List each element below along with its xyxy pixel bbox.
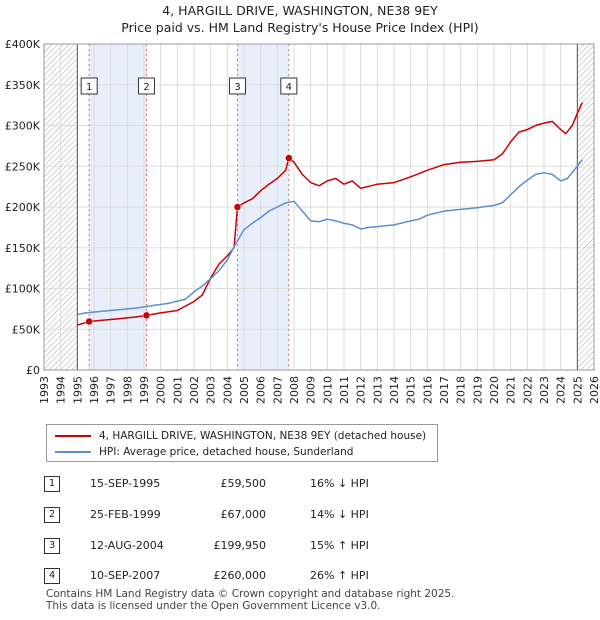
x-tick-label: 2004: [221, 376, 234, 404]
chart-title: 4, HARGILL DRIVE, WASHINGTON, NE38 9EY: [162, 3, 438, 18]
x-tick-label: 1995: [71, 376, 84, 404]
sale-number-label: 4: [286, 82, 292, 93]
transaction-price: £67,000: [220, 508, 267, 521]
sale-point: [285, 154, 293, 162]
transaction-number: 3: [44, 538, 60, 554]
y-tick-label: £50K: [12, 323, 41, 336]
transaction-date: 10-SEP-2007: [90, 569, 161, 582]
transaction-price: £199,950: [213, 539, 267, 552]
transaction-hpi-diff: 14% ↓ HPI: [310, 508, 369, 521]
x-tick-label: 2005: [238, 376, 251, 404]
transaction-number: 2: [44, 507, 60, 523]
x-tick-label: 2014: [388, 376, 401, 404]
hpi-line: [77, 159, 583, 316]
x-tick-label: 2023: [538, 376, 551, 404]
transaction-date: 15-SEP-1995: [90, 477, 161, 490]
x-tick-label: 2026: [588, 376, 600, 404]
sale-number-box: [138, 77, 155, 95]
transaction-date: 25-FEB-1999: [90, 508, 161, 521]
x-tick-label: 1998: [121, 376, 134, 404]
x-tick-label: 1993: [38, 376, 51, 404]
x-tick-label: 2011: [338, 376, 351, 404]
legend-item-property: 4, HARGILL DRIVE, WASHINGTON, NE38 9EY (…: [55, 429, 426, 443]
sale-number-box: [80, 77, 98, 95]
transaction-row: 3 12-AUG-2004 £199,950 15% ↑ HPI: [44, 538, 384, 556]
legend: 4, HARGILL DRIVE, WASHINGTON, NE38 9EY (…: [46, 424, 438, 462]
footer-copyright: Contains HM Land Registry data © Crown c…: [46, 588, 455, 600]
x-tick-label: 2002: [188, 376, 201, 404]
x-tick-label: 2018: [455, 376, 468, 404]
x-tick-label: 2003: [205, 376, 218, 404]
sale-number-box: [229, 77, 246, 95]
transaction-number: 4: [44, 568, 60, 584]
legend-hpi-label: HPI: Average price, detached house, Sund…: [99, 446, 354, 458]
chart-subtitle: Price paid vs. HM Land Registry's House …: [121, 20, 479, 35]
x-tick-label: 2016: [421, 376, 434, 404]
legend-hpi-swatch: [55, 451, 91, 453]
sale-number-label: 3: [234, 82, 240, 93]
y-tick-label: £350K: [5, 79, 41, 92]
footer-licence: This data is licensed under the Open Gov…: [46, 600, 381, 612]
x-tick-label: 2008: [288, 376, 301, 404]
x-tick-label: 2007: [271, 376, 284, 404]
x-tick-label: 2019: [471, 376, 484, 404]
x-tick-label: 2020: [488, 376, 501, 404]
sale-number-label: 2: [143, 82, 149, 93]
x-tick-label: 2009: [305, 376, 318, 404]
legend-property-swatch: [55, 435, 91, 437]
x-tick-label: 2013: [371, 376, 384, 404]
x-tick-label: 2017: [438, 376, 451, 404]
x-tick-label: 2000: [155, 376, 168, 404]
sale-point: [233, 203, 242, 211]
y-tick-label: £400K: [5, 38, 41, 51]
x-tick-label: 1996: [88, 376, 101, 404]
y-tick-label: £0: [26, 364, 40, 377]
x-tick-label: 2006: [255, 376, 268, 404]
property-price-line: [77, 102, 583, 326]
transaction-price: £59,500: [220, 477, 267, 490]
x-tick-label: 1997: [105, 376, 118, 404]
plot-border: [43, 43, 595, 371]
y-tick-label: £150K: [5, 242, 41, 255]
x-tick-label: 2015: [405, 376, 418, 404]
transaction-hpi-diff: 16% ↓ HPI: [310, 477, 369, 490]
x-tick-label: 2010: [321, 376, 334, 404]
x-tick-label: 2022: [521, 376, 534, 404]
transaction-number: 1: [44, 476, 60, 492]
y-tick-label: £250K: [5, 160, 41, 173]
legend-property-label: 4, HARGILL DRIVE, WASHINGTON, NE38 9EY (…: [99, 430, 427, 442]
x-tick-label: 1994: [55, 376, 68, 404]
x-tick-label: 2024: [555, 376, 568, 404]
transaction-date: 12-AUG-2004: [90, 539, 164, 552]
sale-point: [85, 317, 93, 326]
sale-number-label: 1: [86, 82, 92, 93]
price-chart: £0 £50K £100K £150K £200K £250K £300K £350K £400…: [5, 38, 600, 404]
y-tick-label: £300K: [5, 120, 41, 133]
x-tick-label: 2001: [171, 376, 184, 404]
transaction-hpi-diff: 26% ↑ HPI: [310, 569, 369, 582]
y-tick-label: £200K: [5, 201, 41, 214]
sale-number-box: [280, 77, 298, 95]
transaction-row: 4 10-SEP-2007 £260,000 26% ↑ HPI: [44, 568, 384, 586]
legend-item-hpi: HPI: Average price, detached house, Sund…: [55, 445, 353, 459]
footer: Contains HM Land Registry data © Crown c…: [46, 588, 454, 612]
y-tick-label: £100K: [5, 283, 41, 296]
x-tick-label: 2025: [571, 376, 584, 404]
x-tick-label: 1999: [138, 376, 151, 404]
transaction-row: 1 15-SEP-1995 £59,500 16% ↓ HPI: [44, 476, 384, 494]
transaction-hpi-diff: 15% ↑ HPI: [310, 539, 369, 552]
transaction-price: £260,000: [213, 569, 267, 582]
transaction-row: 2 25-FEB-1999 £67,000 14% ↓ HPI: [44, 507, 384, 525]
x-tick-label: 2021: [505, 376, 518, 404]
sale-point: [142, 311, 151, 320]
x-tick-label: 2012: [355, 376, 368, 404]
